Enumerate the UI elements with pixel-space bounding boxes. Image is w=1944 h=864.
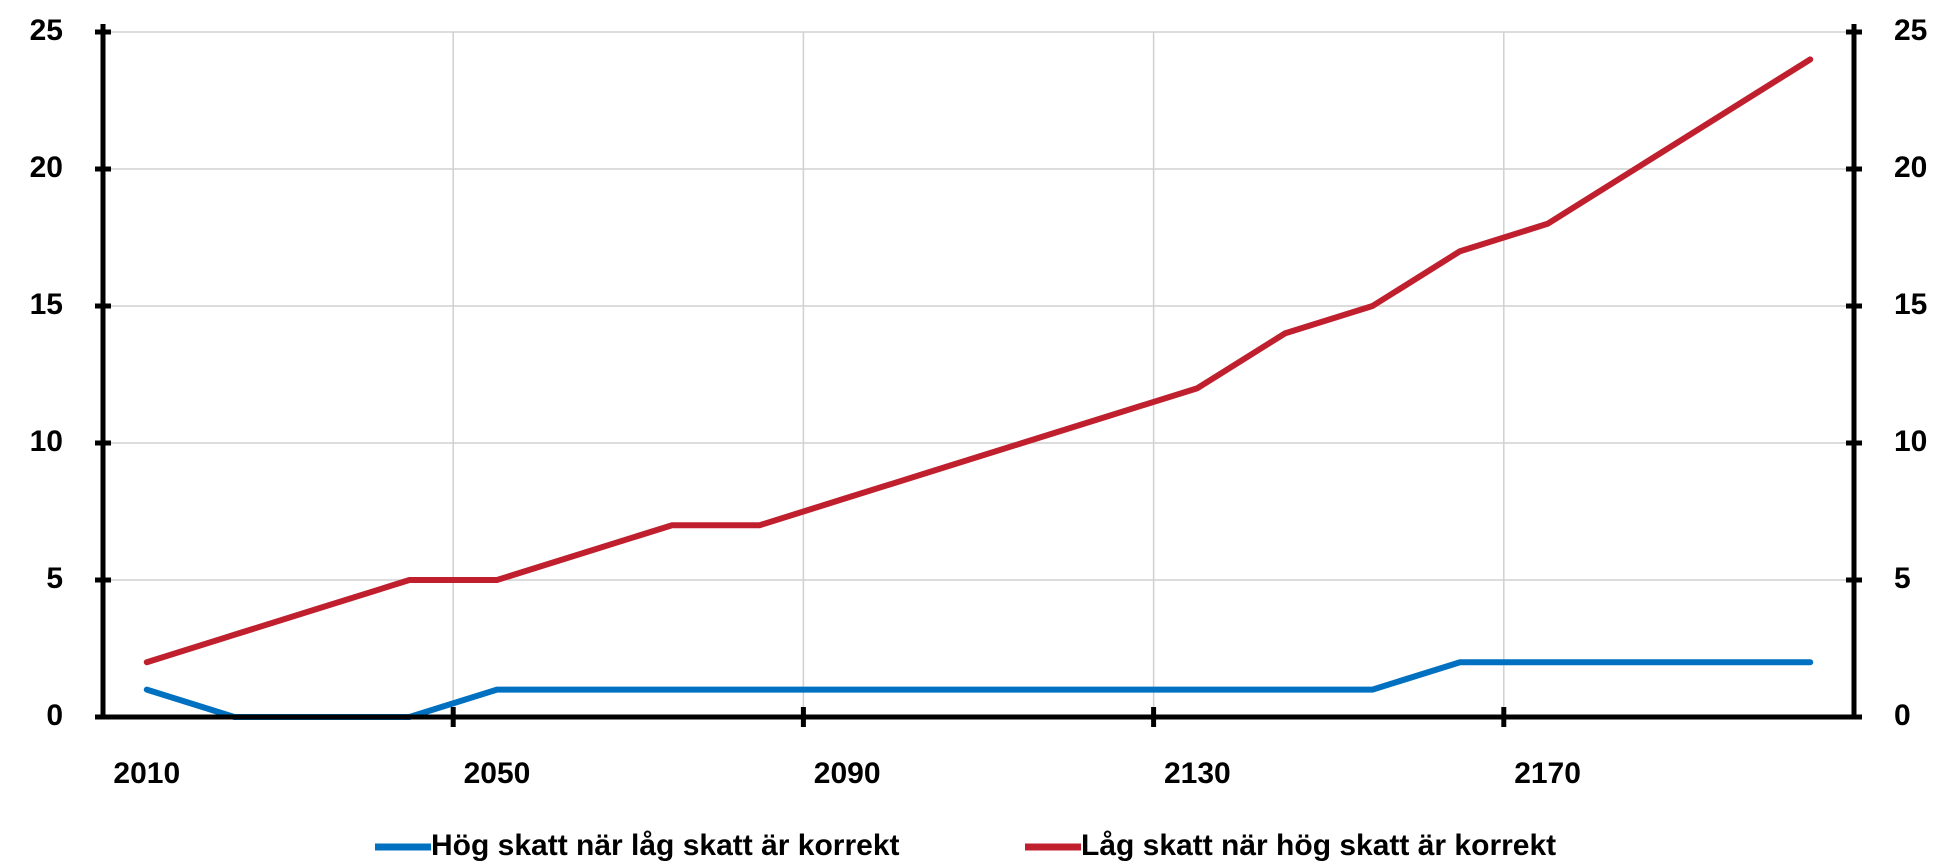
series-line <box>143 659 1814 720</box>
series-line <box>143 56 1814 666</box>
y2-tick-label: 0 <box>1894 699 1911 732</box>
y2-tick-label: 5 <box>1894 562 1911 595</box>
y-tick-label: 10 <box>30 425 63 458</box>
x-tick-label: 2050 <box>464 757 531 790</box>
y-tick-label: 20 <box>30 151 63 184</box>
y2-tick-label: 15 <box>1894 288 1927 321</box>
y-tick-label: 0 <box>46 699 63 732</box>
x-tick-label: 2090 <box>814 757 881 790</box>
x-tick-label: 2010 <box>113 757 180 790</box>
y-tick-label: 25 <box>30 14 63 47</box>
y2-tick-label: 20 <box>1894 151 1927 184</box>
y2-tick-label: 10 <box>1894 425 1927 458</box>
legend-label: Låg skatt när hög skatt är korrekt <box>1081 829 1556 862</box>
y2-tick-label: 25 <box>1894 14 1927 47</box>
x-tick-label: 2130 <box>1164 757 1231 790</box>
x-tick-label: 2170 <box>1514 757 1581 790</box>
y-tick-label: 5 <box>46 562 63 595</box>
y-tick-label: 15 <box>30 288 63 321</box>
legend-label: Hög skatt när låg skatt är korrekt <box>431 829 900 862</box>
